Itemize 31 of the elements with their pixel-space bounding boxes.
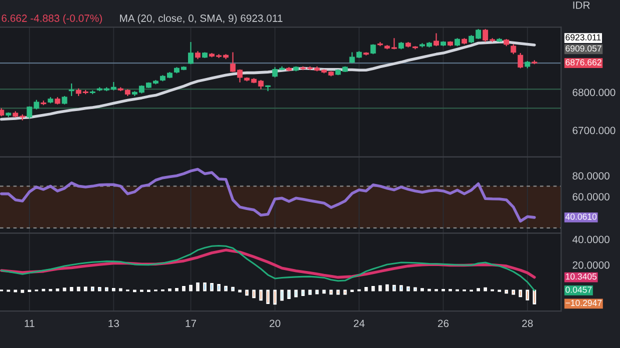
text: 10.3405 (566, 273, 597, 280)
y-tick-label: 60.0000 (572, 193, 610, 200)
x-tick-label: 17 (186, 320, 196, 327)
x-tick-label: 24 (354, 320, 365, 327)
candlestick (510, 44, 516, 55)
text: 0.0457 (566, 286, 592, 293)
x-tick-label: 26 (438, 320, 449, 328)
x-tick-label: 28 (522, 320, 533, 328)
y-tick-label: 6700.000 (572, 126, 616, 134)
x-tick-label: 20 (270, 320, 280, 328)
x-tick-label: 13 (108, 320, 119, 328)
y-tick-label: 80.0000 (572, 172, 610, 180)
text: 6923.011 (566, 34, 601, 40)
candlestick (518, 52, 524, 69)
ref-line-label: 6876.662 (566, 59, 602, 66)
line-series (0, 244, 536, 292)
y-axis-title: IDR (573, 2, 590, 9)
line-series (0, 168, 536, 223)
line-series (0, 40, 536, 121)
x-tick-label: 11 (24, 320, 34, 327)
text: 6909.057 (566, 45, 602, 52)
y-tick-label: 6800.000 (572, 88, 616, 96)
text: −10.2947 (566, 300, 602, 306)
candlestick (188, 41, 194, 65)
chart-subtitle: 6.662 -4.883 (-0.07%) (2, 14, 102, 24)
text: 40.0610 (565, 214, 597, 220)
candlestick (434, 32, 439, 47)
y-tick-label: 20.0000 (572, 261, 610, 269)
chart-title: MA (20, close, 0, SMA, 9) 6923.011 (120, 14, 282, 24)
y-tick-label: 40.0000 (572, 236, 610, 244)
candlestick (68, 82, 74, 97)
